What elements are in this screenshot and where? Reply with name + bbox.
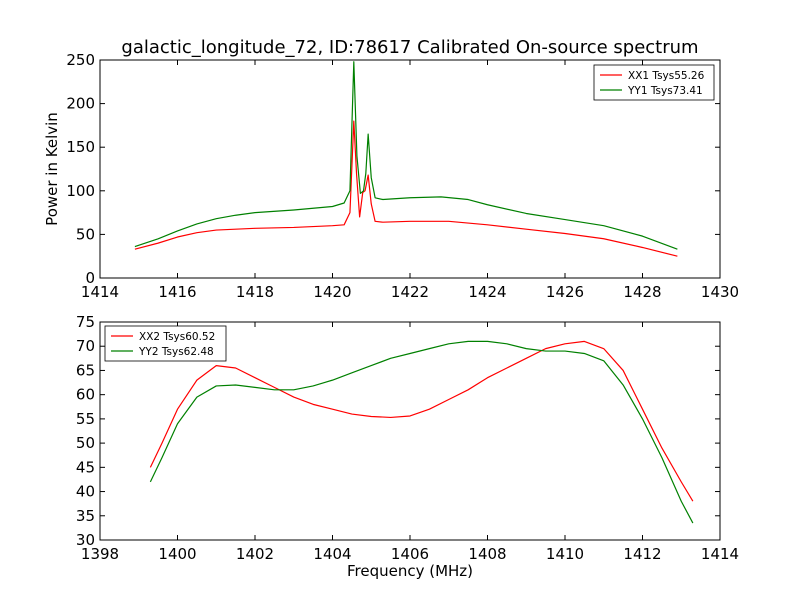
- series-line-2-1: [149, 340, 694, 502]
- y-tick-label-1-5: 200: [66, 95, 95, 113]
- x-tick-label-1-7: 1426: [546, 283, 584, 301]
- x-tick-label-1-6: 1424: [468, 283, 506, 301]
- y-tick-label-2-7: 60: [76, 386, 95, 404]
- x-tick-label-1-4: 1420: [313, 283, 351, 301]
- x-tick-label-1-5: 1422: [391, 283, 429, 301]
- legend-label-2-1: XX2 Tsys60.52: [139, 331, 215, 343]
- y-tick-label-1-2: 50: [76, 225, 95, 243]
- x-tick-label-2-4: 1404: [313, 545, 351, 563]
- x-tick-label-2-8: 1412: [623, 545, 661, 563]
- y-tick-label-2-4: 45: [76, 458, 95, 476]
- y-tick-label-2-5: 50: [76, 434, 95, 452]
- x-tick-label-2-1: 1398: [81, 545, 119, 563]
- x-axis-label-2: Frequency (MHz): [347, 562, 473, 580]
- x-tick-label-1-3: 1418: [236, 283, 274, 301]
- y-tick-label-2-1: 30: [76, 531, 95, 549]
- series-line-2-2: [149, 340, 694, 524]
- y-tick-label-1-3: 100: [66, 182, 95, 200]
- y-tick-label-2-10: 75: [76, 313, 95, 331]
- y-tick-label-1-1: 0: [85, 269, 95, 287]
- x-tick-label-2-2: 1400: [158, 545, 196, 563]
- y-tick-label-2-3: 40: [76, 483, 95, 501]
- x-tick-label-2-7: 1410: [546, 545, 584, 563]
- figure-title: galactic_longitude_72, ID:78617 Calibrat…: [121, 37, 698, 58]
- y-tick-label-2-2: 35: [76, 507, 95, 525]
- y-tick-label-2-8: 65: [76, 361, 95, 379]
- x-tick-label-2-6: 1408: [468, 545, 506, 563]
- y-tick-label-1-6: 250: [66, 51, 95, 69]
- x-tick-label-2-9: 1414: [701, 545, 739, 563]
- y-tick-label-2-9: 70: [76, 337, 95, 355]
- series-line-1-2: [134, 61, 678, 250]
- y-tick-label-1-4: 150: [66, 138, 95, 156]
- y-axis-label-1: Power in Kelvin: [43, 112, 61, 226]
- legend-label-1-2: YY1 Tsys73.41: [627, 85, 703, 97]
- legend-label-2-2: YY2 Tsys62.48: [138, 346, 214, 358]
- x-tick-label-1-1: 1414: [81, 283, 119, 301]
- legend-box-1: [593, 64, 715, 101]
- legend-box-2: [104, 325, 227, 362]
- series-line-1-1: [134, 120, 678, 257]
- legend-label-1-1: XX1 Tsys55.26: [628, 70, 705, 82]
- x-tick-label-2-3: 1402: [236, 545, 274, 563]
- x-tick-label-1-9: 1430: [701, 283, 739, 301]
- x-tick-label-1-8: 1428: [623, 283, 661, 301]
- x-tick-label-2-5: 1406: [391, 545, 429, 563]
- x-tick-label-1-2: 1416: [158, 283, 196, 301]
- y-tick-label-2-6: 55: [76, 410, 95, 428]
